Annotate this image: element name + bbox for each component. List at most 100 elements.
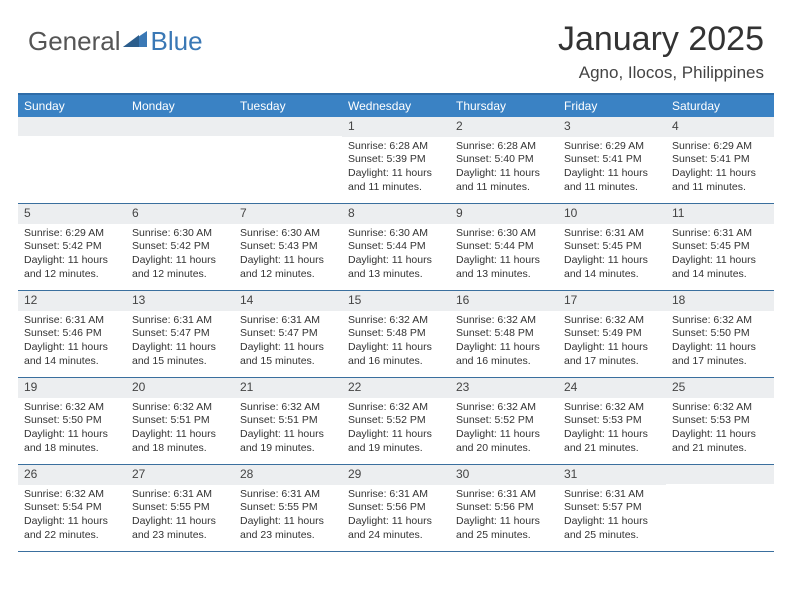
day-number: 27 bbox=[126, 465, 234, 485]
day-number: 5 bbox=[18, 204, 126, 224]
day-number: 28 bbox=[234, 465, 342, 485]
day-number: 23 bbox=[450, 378, 558, 398]
logo-text-general: General bbox=[28, 26, 121, 57]
day-number: 19 bbox=[18, 378, 126, 398]
day-number: 30 bbox=[450, 465, 558, 485]
day-number: 31 bbox=[558, 465, 666, 485]
title-block: January 2025 Agno, Ilocos, Philippines bbox=[558, 20, 764, 83]
day-cell: 15Sunrise: 6:32 AMSunset: 5:48 PMDayligh… bbox=[342, 291, 450, 377]
weekday-header: Saturday bbox=[666, 95, 774, 117]
day-number: 20 bbox=[126, 378, 234, 398]
sunrise-text: Sunrise: 6:30 AM bbox=[348, 227, 444, 241]
day-details: Sunrise: 6:31 AMSunset: 5:46 PMDaylight:… bbox=[18, 311, 126, 373]
day-details: Sunrise: 6:32 AMSunset: 5:53 PMDaylight:… bbox=[558, 398, 666, 460]
weekday-header: Monday bbox=[126, 95, 234, 117]
sunrise-text: Sunrise: 6:32 AM bbox=[240, 401, 336, 415]
day-details: Sunrise: 6:30 AMSunset: 5:44 PMDaylight:… bbox=[342, 224, 450, 286]
day-details: Sunrise: 6:29 AMSunset: 5:42 PMDaylight:… bbox=[18, 224, 126, 286]
day-details: Sunrise: 6:32 AMSunset: 5:54 PMDaylight:… bbox=[18, 485, 126, 547]
sunrise-text: Sunrise: 6:30 AM bbox=[240, 227, 336, 241]
day-cell: 5Sunrise: 6:29 AMSunset: 5:42 PMDaylight… bbox=[18, 204, 126, 290]
daylight-text: Daylight: 11 hours and 12 minutes. bbox=[240, 254, 336, 281]
day-details: Sunrise: 6:31 AMSunset: 5:56 PMDaylight:… bbox=[450, 485, 558, 547]
day-cell: 29Sunrise: 6:31 AMSunset: 5:56 PMDayligh… bbox=[342, 465, 450, 551]
daylight-text: Daylight: 11 hours and 20 minutes. bbox=[456, 428, 552, 455]
day-number: 8 bbox=[342, 204, 450, 224]
sunset-text: Sunset: 5:50 PM bbox=[24, 414, 120, 428]
daylight-text: Daylight: 11 hours and 11 minutes. bbox=[672, 167, 768, 194]
daylight-text: Daylight: 11 hours and 25 minutes. bbox=[564, 515, 660, 542]
sunset-text: Sunset: 5:44 PM bbox=[348, 240, 444, 254]
daylight-text: Daylight: 11 hours and 15 minutes. bbox=[240, 341, 336, 368]
day-number: 16 bbox=[450, 291, 558, 311]
sunrise-text: Sunrise: 6:31 AM bbox=[132, 488, 228, 502]
daylight-text: Daylight: 11 hours and 11 minutes. bbox=[348, 167, 444, 194]
daylight-text: Daylight: 11 hours and 11 minutes. bbox=[456, 167, 552, 194]
sunrise-text: Sunrise: 6:30 AM bbox=[132, 227, 228, 241]
day-details: Sunrise: 6:29 AMSunset: 5:41 PMDaylight:… bbox=[666, 137, 774, 199]
week-row: 19Sunrise: 6:32 AMSunset: 5:50 PMDayligh… bbox=[18, 378, 774, 465]
daylight-text: Daylight: 11 hours and 13 minutes. bbox=[456, 254, 552, 281]
sunset-text: Sunset: 5:56 PM bbox=[348, 501, 444, 515]
day-number: 6 bbox=[126, 204, 234, 224]
sunrise-text: Sunrise: 6:31 AM bbox=[348, 488, 444, 502]
sunset-text: Sunset: 5:42 PM bbox=[132, 240, 228, 254]
day-number: 11 bbox=[666, 204, 774, 224]
week-row: 26Sunrise: 6:32 AMSunset: 5:54 PMDayligh… bbox=[18, 465, 774, 552]
daylight-text: Daylight: 11 hours and 21 minutes. bbox=[672, 428, 768, 455]
day-cell: 17Sunrise: 6:32 AMSunset: 5:49 PMDayligh… bbox=[558, 291, 666, 377]
sunrise-text: Sunrise: 6:32 AM bbox=[24, 488, 120, 502]
day-cell: 30Sunrise: 6:31 AMSunset: 5:56 PMDayligh… bbox=[450, 465, 558, 551]
day-details: Sunrise: 6:32 AMSunset: 5:49 PMDaylight:… bbox=[558, 311, 666, 373]
day-cell: 24Sunrise: 6:32 AMSunset: 5:53 PMDayligh… bbox=[558, 378, 666, 464]
day-cell: 8Sunrise: 6:30 AMSunset: 5:44 PMDaylight… bbox=[342, 204, 450, 290]
daylight-text: Daylight: 11 hours and 12 minutes. bbox=[132, 254, 228, 281]
sunrise-text: Sunrise: 6:31 AM bbox=[24, 314, 120, 328]
day-number: 1 bbox=[342, 117, 450, 137]
day-cell: 16Sunrise: 6:32 AMSunset: 5:48 PMDayligh… bbox=[450, 291, 558, 377]
weekday-header: Friday bbox=[558, 95, 666, 117]
week-row: 1Sunrise: 6:28 AMSunset: 5:39 PMDaylight… bbox=[18, 117, 774, 204]
day-details: Sunrise: 6:31 AMSunset: 5:55 PMDaylight:… bbox=[234, 485, 342, 547]
calendar: SundayMondayTuesdayWednesdayThursdayFrid… bbox=[18, 93, 774, 552]
day-cell: 25Sunrise: 6:32 AMSunset: 5:53 PMDayligh… bbox=[666, 378, 774, 464]
sunrise-text: Sunrise: 6:32 AM bbox=[456, 314, 552, 328]
daylight-text: Daylight: 11 hours and 13 minutes. bbox=[348, 254, 444, 281]
day-details: Sunrise: 6:32 AMSunset: 5:51 PMDaylight:… bbox=[126, 398, 234, 460]
day-details: Sunrise: 6:32 AMSunset: 5:48 PMDaylight:… bbox=[342, 311, 450, 373]
sunset-text: Sunset: 5:55 PM bbox=[132, 501, 228, 515]
day-details: Sunrise: 6:32 AMSunset: 5:52 PMDaylight:… bbox=[450, 398, 558, 460]
sunrise-text: Sunrise: 6:32 AM bbox=[24, 401, 120, 415]
sunrise-text: Sunrise: 6:32 AM bbox=[348, 401, 444, 415]
weekday-header: Thursday bbox=[450, 95, 558, 117]
sunset-text: Sunset: 5:48 PM bbox=[456, 327, 552, 341]
month-title: January 2025 bbox=[558, 20, 764, 59]
day-number: 18 bbox=[666, 291, 774, 311]
day-cell: 2Sunrise: 6:28 AMSunset: 5:40 PMDaylight… bbox=[450, 117, 558, 203]
sunset-text: Sunset: 5:47 PM bbox=[240, 327, 336, 341]
day-details: Sunrise: 6:32 AMSunset: 5:51 PMDaylight:… bbox=[234, 398, 342, 460]
day-cell: 3Sunrise: 6:29 AMSunset: 5:41 PMDaylight… bbox=[558, 117, 666, 203]
day-number: 24 bbox=[558, 378, 666, 398]
sunrise-text: Sunrise: 6:32 AM bbox=[132, 401, 228, 415]
day-cell: 26Sunrise: 6:32 AMSunset: 5:54 PMDayligh… bbox=[18, 465, 126, 551]
sunset-text: Sunset: 5:45 PM bbox=[564, 240, 660, 254]
daylight-text: Daylight: 11 hours and 16 minutes. bbox=[348, 341, 444, 368]
day-cell: 12Sunrise: 6:31 AMSunset: 5:46 PMDayligh… bbox=[18, 291, 126, 377]
day-number: 25 bbox=[666, 378, 774, 398]
sunrise-text: Sunrise: 6:31 AM bbox=[132, 314, 228, 328]
sunrise-text: Sunrise: 6:31 AM bbox=[564, 227, 660, 241]
day-cell: 21Sunrise: 6:32 AMSunset: 5:51 PMDayligh… bbox=[234, 378, 342, 464]
sunrise-text: Sunrise: 6:32 AM bbox=[564, 314, 660, 328]
daylight-text: Daylight: 11 hours and 14 minutes. bbox=[672, 254, 768, 281]
sunrise-text: Sunrise: 6:30 AM bbox=[456, 227, 552, 241]
sunset-text: Sunset: 5:53 PM bbox=[564, 414, 660, 428]
daylight-text: Daylight: 11 hours and 17 minutes. bbox=[564, 341, 660, 368]
day-details: Sunrise: 6:31 AMSunset: 5:47 PMDaylight:… bbox=[234, 311, 342, 373]
weekday-header: Sunday bbox=[18, 95, 126, 117]
day-cell: 14Sunrise: 6:31 AMSunset: 5:47 PMDayligh… bbox=[234, 291, 342, 377]
day-cell: 11Sunrise: 6:31 AMSunset: 5:45 PMDayligh… bbox=[666, 204, 774, 290]
daylight-text: Daylight: 11 hours and 12 minutes. bbox=[24, 254, 120, 281]
sunrise-text: Sunrise: 6:32 AM bbox=[564, 401, 660, 415]
daylight-text: Daylight: 11 hours and 18 minutes. bbox=[24, 428, 120, 455]
